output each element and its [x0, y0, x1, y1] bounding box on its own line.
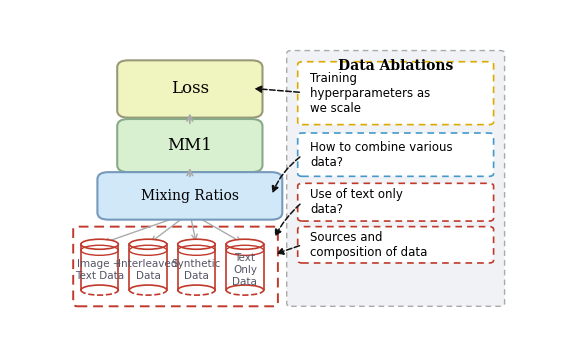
- FancyBboxPatch shape: [98, 172, 282, 220]
- Text: Loss: Loss: [171, 81, 209, 98]
- Text: Interleaved
Data: Interleaved Data: [118, 259, 178, 281]
- Text: Training
hyperparameters as
we scale: Training hyperparameters as we scale: [310, 72, 431, 115]
- Text: MM1: MM1: [168, 137, 212, 154]
- Ellipse shape: [130, 239, 167, 249]
- Polygon shape: [178, 244, 215, 290]
- FancyBboxPatch shape: [298, 62, 494, 125]
- Ellipse shape: [226, 239, 264, 249]
- Polygon shape: [226, 244, 264, 290]
- FancyBboxPatch shape: [287, 50, 504, 306]
- Text: Image +
Text Data: Image + Text Data: [75, 259, 124, 281]
- Text: Sources and
composition of data: Sources and composition of data: [310, 231, 427, 259]
- Text: Text
Only
Data: Text Only Data: [232, 253, 257, 286]
- FancyBboxPatch shape: [298, 183, 494, 221]
- Polygon shape: [130, 244, 167, 290]
- Text: Synthetic
Data: Synthetic Data: [172, 259, 221, 281]
- Text: Use of text only
data?: Use of text only data?: [310, 188, 403, 216]
- Polygon shape: [81, 244, 118, 290]
- Ellipse shape: [81, 239, 118, 249]
- FancyBboxPatch shape: [117, 119, 262, 172]
- Ellipse shape: [178, 239, 215, 249]
- Text: How to combine various
data?: How to combine various data?: [310, 141, 453, 169]
- FancyBboxPatch shape: [298, 133, 494, 176]
- FancyBboxPatch shape: [117, 60, 262, 118]
- FancyBboxPatch shape: [298, 227, 494, 263]
- Text: Mixing Ratios: Mixing Ratios: [141, 189, 239, 203]
- Text: Data Ablations: Data Ablations: [338, 59, 453, 73]
